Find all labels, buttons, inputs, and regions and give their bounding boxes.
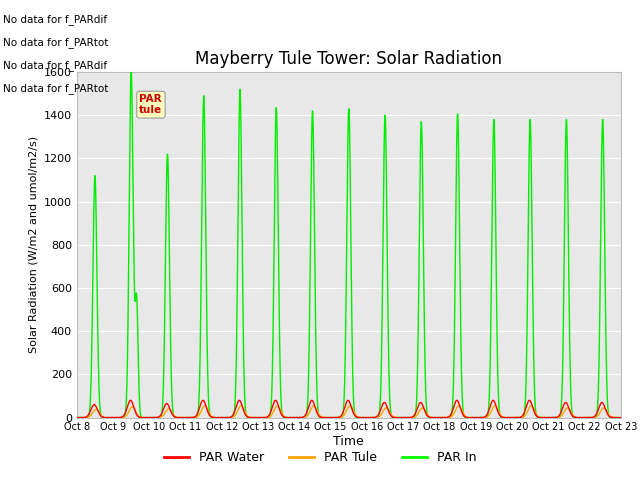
Title: Mayberry Tule Tower: Solar Radiation: Mayberry Tule Tower: Solar Radiation xyxy=(195,49,502,68)
Text: No data for f_PARdif: No data for f_PARdif xyxy=(3,60,108,71)
Text: No data for f_PARtot: No data for f_PARtot xyxy=(3,36,109,48)
Text: No data for f_PARdif: No data for f_PARdif xyxy=(3,13,108,24)
Text: No data for f_PARtot: No data for f_PARtot xyxy=(3,83,109,94)
Text: PAR
tule: PAR tule xyxy=(140,94,163,116)
X-axis label: Time: Time xyxy=(333,435,364,448)
Legend: PAR Water, PAR Tule, PAR In: PAR Water, PAR Tule, PAR In xyxy=(159,446,481,469)
Y-axis label: Solar Radiation (W/m2 and umol/m2/s): Solar Radiation (W/m2 and umol/m2/s) xyxy=(28,136,38,353)
